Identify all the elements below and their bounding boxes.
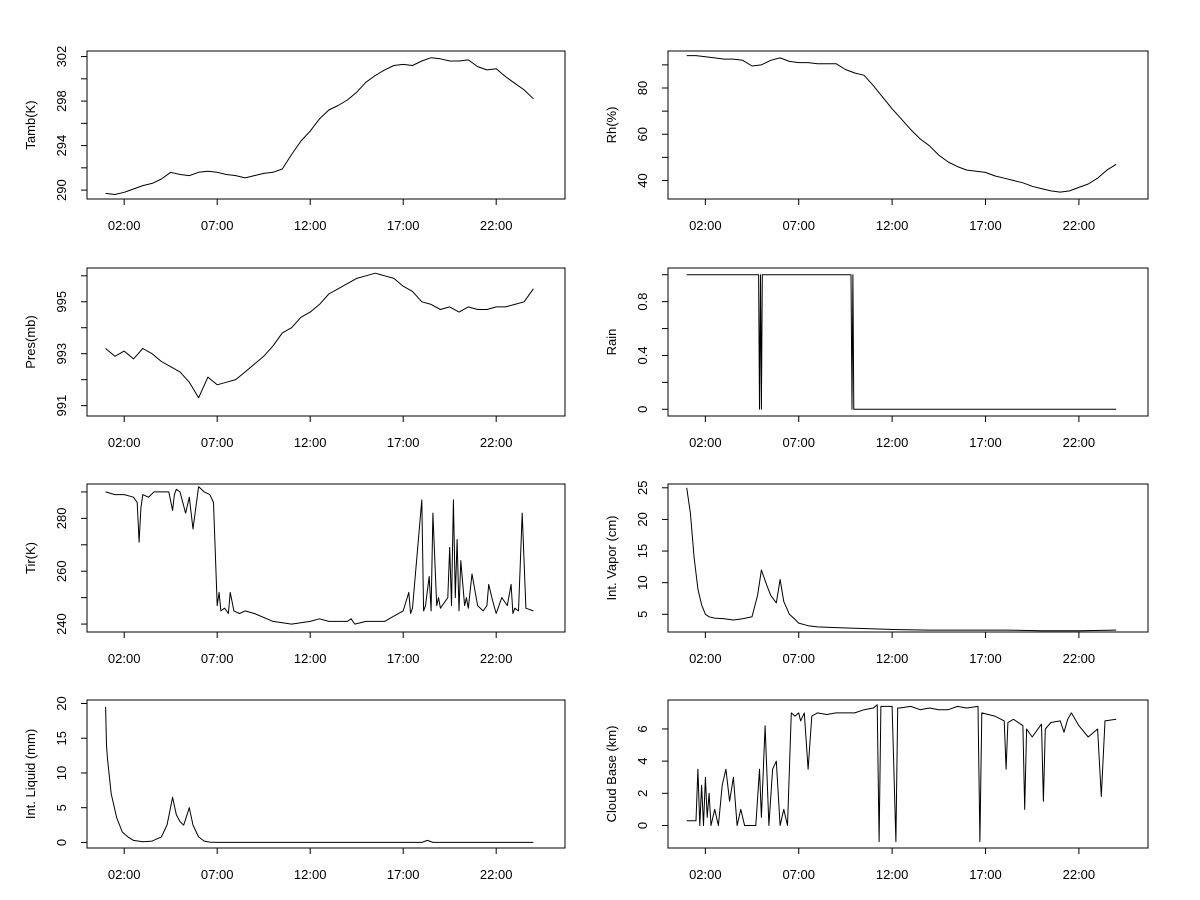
y-tick-label: 15 bbox=[54, 731, 69, 745]
y-tick-label: 10 bbox=[635, 575, 650, 589]
y-axis-title: Int. Liquid (mm) bbox=[23, 729, 38, 819]
y-tick-label: 240 bbox=[54, 613, 69, 635]
y-tick-label: 80 bbox=[635, 81, 650, 95]
x-tick-label: 17:00 bbox=[387, 435, 420, 450]
x-tick-label: 07:00 bbox=[201, 867, 234, 882]
x-tick-label: 17:00 bbox=[387, 651, 420, 666]
x-tick-label: 22:00 bbox=[1063, 218, 1096, 233]
series-line bbox=[105, 486, 534, 625]
series-line bbox=[686, 487, 1117, 632]
series-line bbox=[686, 704, 1117, 843]
series-line bbox=[686, 274, 1117, 410]
y-axis-title: Cloud Base (km) bbox=[604, 726, 619, 823]
panel-4: 02:00 07:00 12:00 17:00 22:00 0 0.4 0.8 Rain bbox=[604, 267, 1149, 450]
x-tick-label: 17:00 bbox=[969, 218, 1002, 233]
x-tick-label: 07:00 bbox=[782, 435, 815, 450]
y-tick-label: 991 bbox=[54, 395, 69, 417]
x-tick-label: 22:00 bbox=[480, 435, 513, 450]
y-tick-label: 60 bbox=[635, 127, 650, 141]
y-tick-label: 0 bbox=[635, 406, 650, 413]
x-tick-label: 22:00 bbox=[1063, 435, 1096, 450]
y-axis-title: Int. Vapor (cm) bbox=[604, 515, 619, 600]
x-tick-label: 22:00 bbox=[480, 867, 513, 882]
y-tick-label: 2 bbox=[635, 790, 650, 797]
x-tick-label: 22:00 bbox=[1063, 867, 1096, 882]
x-tick-label: 02:00 bbox=[108, 867, 141, 882]
x-tick-label: 02:00 bbox=[689, 435, 722, 450]
x-tick-label: 07:00 bbox=[201, 651, 234, 666]
x-tick-label: 12:00 bbox=[876, 218, 909, 233]
x-tick-label: 07:00 bbox=[782, 651, 815, 666]
x-tick-label: 17:00 bbox=[387, 867, 420, 882]
y-tick-label: 294 bbox=[54, 135, 69, 157]
panel-7: 02:00 07:00 12:00 17:00 22:00 0 5 10 15 20 Int. Li… bbox=[23, 696, 566, 882]
panel-1: 02:00 07:00 12:00 17:00 22:00 290 294 298 302 Tam… bbox=[23, 46, 566, 233]
x-tick-label: 02:00 bbox=[108, 218, 141, 233]
panel-6: 02:00 07:00 12:00 17:00 22:00 5 10 15 20 25 Int. V… bbox=[604, 481, 1149, 666]
y-tick-label: 4 bbox=[635, 758, 650, 765]
x-tick-label: 07:00 bbox=[782, 218, 815, 233]
series-line bbox=[105, 706, 534, 843]
y-tick-label: 20 bbox=[54, 696, 69, 710]
series-line bbox=[105, 57, 534, 195]
x-tick-label: 17:00 bbox=[969, 867, 1002, 882]
x-tick-label: 17:00 bbox=[387, 218, 420, 233]
y-tick-label: 0 bbox=[54, 839, 69, 846]
x-tick-label: 12:00 bbox=[294, 651, 327, 666]
y-axis-title: Pres(mb) bbox=[23, 315, 38, 368]
y-tick-label: 0 bbox=[635, 822, 650, 829]
y-tick-label: 25 bbox=[635, 481, 650, 495]
x-tick-label: 22:00 bbox=[1063, 651, 1096, 666]
y-tick-label: 260 bbox=[54, 560, 69, 582]
y-tick-label: 302 bbox=[54, 46, 69, 68]
x-tick-label: 17:00 bbox=[969, 651, 1002, 666]
y-tick-label: 0.8 bbox=[635, 293, 650, 311]
y-tick-label: 15 bbox=[635, 544, 650, 558]
x-tick-label: 02:00 bbox=[689, 218, 722, 233]
y-tick-label: 298 bbox=[54, 90, 69, 112]
y-tick-label: 995 bbox=[54, 291, 69, 313]
series-line bbox=[686, 55, 1117, 193]
x-tick-label: 12:00 bbox=[876, 867, 909, 882]
x-tick-label: 07:00 bbox=[782, 867, 815, 882]
panel-5: 02:00 07:00 12:00 17:00 22:00 240 260 280 Tir(K) bbox=[23, 483, 566, 666]
y-tick-label: 20 bbox=[635, 512, 650, 526]
y-tick-label: 280 bbox=[54, 508, 69, 530]
series-line bbox=[105, 272, 534, 399]
y-tick-label: 5 bbox=[54, 804, 69, 811]
x-tick-label: 02:00 bbox=[108, 651, 141, 666]
y-tick-label: 290 bbox=[54, 179, 69, 201]
y-tick-label: 5 bbox=[635, 611, 650, 618]
x-tick-label: 02:00 bbox=[689, 867, 722, 882]
panel-8: 02:00 07:00 12:00 17:00 22:00 0 2 4 6 Cloud Base … bbox=[604, 699, 1149, 882]
x-tick-label: 12:00 bbox=[876, 435, 909, 450]
y-axis-title: Tir(K) bbox=[23, 542, 38, 574]
y-axis-title: Tamb(K) bbox=[23, 100, 38, 149]
x-tick-label: 07:00 bbox=[201, 435, 234, 450]
x-tick-label: 12:00 bbox=[294, 435, 327, 450]
x-tick-label: 22:00 bbox=[480, 651, 513, 666]
y-tick-label: 40 bbox=[635, 173, 650, 187]
x-tick-label: 02:00 bbox=[108, 435, 141, 450]
x-tick-label: 12:00 bbox=[876, 651, 909, 666]
x-tick-label: 17:00 bbox=[969, 435, 1002, 450]
y-axis-title: Rain bbox=[604, 329, 619, 356]
panel-2: 02:00 07:00 12:00 17:00 22:00 40 60 80 Rh(%) bbox=[604, 50, 1149, 233]
panel-3: 02:00 07:00 12:00 17:00 22:00 991 993 995 Pres(m… bbox=[23, 267, 566, 450]
x-tick-label: 12:00 bbox=[294, 867, 327, 882]
x-tick-label: 02:00 bbox=[689, 651, 722, 666]
x-tick-label: 12:00 bbox=[294, 218, 327, 233]
y-axis-title: Rh(%) bbox=[604, 107, 619, 144]
y-tick-label: 10 bbox=[54, 766, 69, 780]
y-tick-label: 0.4 bbox=[635, 346, 650, 364]
y-tick-label: 6 bbox=[635, 725, 650, 732]
x-tick-label: 22:00 bbox=[480, 218, 513, 233]
x-tick-label: 07:00 bbox=[201, 218, 234, 233]
y-tick-label: 993 bbox=[54, 343, 69, 365]
